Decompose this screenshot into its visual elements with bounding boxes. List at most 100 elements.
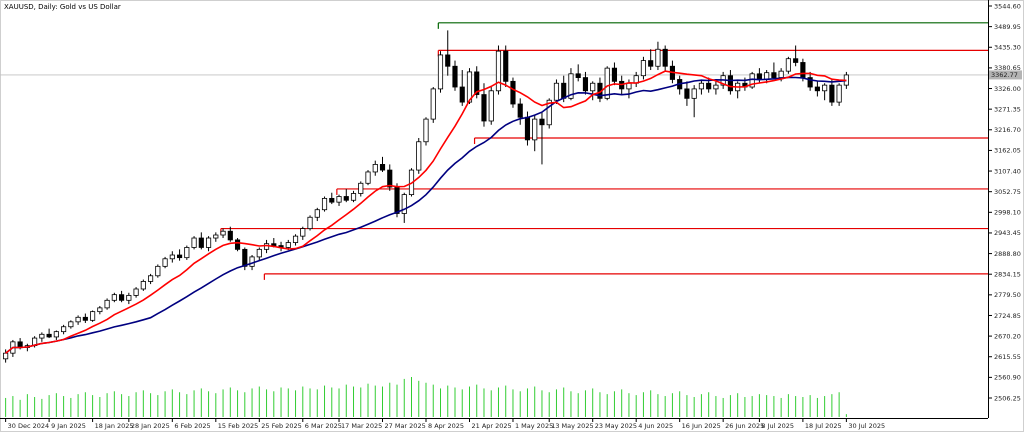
candle-body [437, 54, 444, 90]
candle-body [416, 141, 422, 171]
x-tick-label: 26 Jun 2025 [725, 422, 764, 430]
candle-body [162, 258, 168, 267]
x-tick-label: 23 May 2025 [595, 422, 637, 430]
candle-body [213, 234, 219, 239]
candle-body [561, 82, 567, 99]
candle-body [75, 316, 81, 323]
candle-body [655, 48, 661, 67]
candle-body [111, 294, 117, 301]
candle-body [387, 169, 393, 188]
candle-body [829, 84, 835, 103]
x-tick-label: 28 Jan 2025 [131, 422, 170, 430]
candle-body [148, 275, 154, 282]
y-tick-label: 3544.60 [994, 2, 1021, 10]
candle-body [713, 84, 719, 90]
candle-body [343, 196, 349, 201]
candle-body [590, 82, 596, 92]
y-tick-label: 3052.75 [994, 188, 1021, 196]
candle-body [90, 311, 96, 321]
candle-body [553, 82, 560, 101]
candle-body [539, 118, 545, 126]
candle-body [626, 82, 632, 90]
candle-body [155, 265, 161, 277]
x-tick-label: 9 Jan 2025 [51, 422, 86, 430]
candle-body [61, 326, 67, 333]
candle-body [466, 71, 473, 103]
candle-body [800, 62, 806, 78]
y-tick-label: 2724.85 [994, 312, 1021, 320]
candle-body [524, 116, 531, 141]
candle-body [46, 333, 52, 338]
candle-body [307, 216, 313, 229]
y-tick-label: 2834.15 [994, 271, 1021, 279]
y-tick-label: 2943.45 [994, 229, 1021, 237]
candle-body [140, 281, 146, 290]
candle-body [358, 182, 364, 194]
y-tick-label: 2506.25 [994, 394, 1021, 402]
chart-title: XAUUSD, Daily: Gold vs US Dollar [4, 3, 121, 11]
candle-body [176, 254, 183, 259]
candle-body [648, 60, 654, 67]
candle-body [459, 86, 465, 103]
x-tick-label: 27 Mar 2025 [385, 422, 426, 430]
candle-body [495, 50, 502, 92]
x-tick-label: 1 May 2025 [515, 422, 553, 430]
candle-body [793, 58, 799, 63]
candle-body [169, 254, 175, 260]
candle-body [372, 164, 378, 173]
candle-body [684, 88, 690, 99]
candle-body [53, 331, 59, 338]
y-tick-label: 3380.65 [994, 64, 1021, 72]
candle-body [691, 88, 697, 99]
candle-body [314, 209, 320, 218]
y-tick-label: 3107.40 [994, 167, 1021, 175]
candle-body [198, 237, 204, 248]
candle-body [749, 73, 755, 88]
candle-body [481, 94, 487, 122]
candle-body [82, 316, 88, 321]
candle-body [104, 299, 110, 309]
candle-body [546, 99, 552, 126]
x-tick-label: 13 May 2025 [551, 422, 593, 430]
candle-body [517, 103, 523, 118]
candle-body [662, 48, 668, 67]
support-resistance-levels [0, 22, 988, 280]
candle-body [133, 288, 139, 296]
candle-body [611, 67, 618, 82]
candle-body [474, 71, 480, 95]
candle-body [256, 248, 262, 258]
moving-averages [5, 70, 847, 354]
candle-body [445, 54, 451, 67]
candle-body [698, 82, 704, 90]
ma-fast-line [5, 70, 847, 354]
candle-body [807, 77, 813, 88]
candles [3, 30, 849, 363]
candle-body [3, 352, 9, 360]
x-tick-label: 8 Jul 2025 [761, 422, 794, 430]
price-axis: 3544.60 3489.95 3435.30 3380.65 3326.00 3271.… [988, 2, 1021, 402]
candle-body [184, 247, 190, 259]
candle-body [488, 90, 494, 122]
candle-body [503, 50, 509, 82]
x-tick-label: 6 Feb 2025 [174, 422, 210, 430]
candle-body [814, 86, 820, 92]
candle-body [423, 118, 429, 143]
candle-body [836, 84, 842, 103]
candle-body [292, 235, 299, 243]
candle-body [126, 295, 132, 301]
candle-body [452, 65, 458, 88]
candle-body [39, 333, 45, 339]
candle-body [756, 73, 762, 80]
candle-body [365, 171, 371, 184]
x-tick-label: 17 Mar 2025 [341, 422, 382, 430]
candle-body [430, 88, 436, 120]
candle-body [329, 197, 335, 203]
candle-body [394, 186, 400, 214]
candle-body [234, 239, 241, 250]
y-tick-label: 2998.10 [994, 209, 1021, 217]
y-tick-label: 2779.50 [994, 291, 1021, 299]
x-tick-label: 25 Feb 2025 [261, 422, 301, 430]
y-tick-label: 3162.05 [994, 147, 1021, 155]
